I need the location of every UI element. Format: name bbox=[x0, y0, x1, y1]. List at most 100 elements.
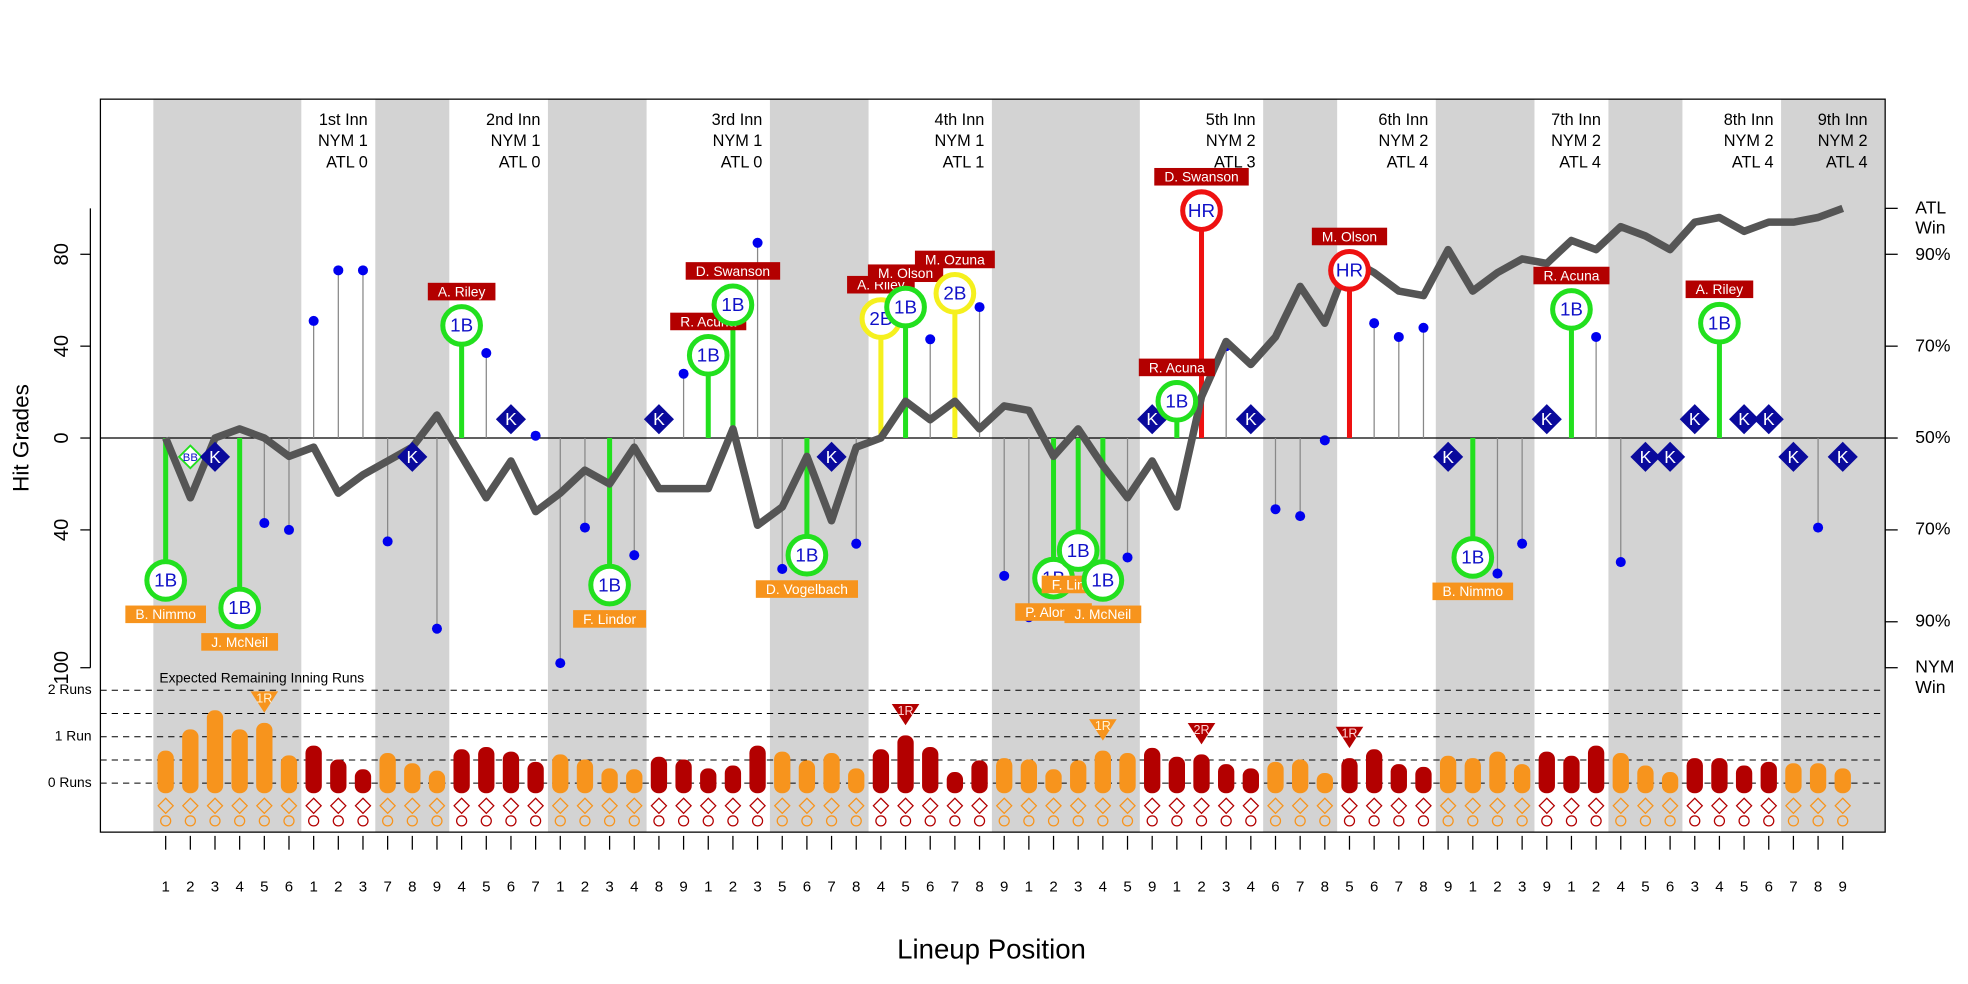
expected-runs-bar bbox=[1834, 768, 1851, 794]
x-tick-label: 2 bbox=[1197, 878, 1205, 895]
expected-runs-bar bbox=[1070, 760, 1087, 794]
inning-score: NYM 2 bbox=[1378, 132, 1428, 150]
batter-label-box bbox=[573, 610, 647, 628]
y2-tick-label-box: 50% bbox=[1915, 426, 1951, 447]
expected-runs-bar bbox=[1785, 763, 1802, 794]
expected-runs-bar bbox=[1292, 759, 1309, 794]
expected-runs-bar bbox=[527, 761, 544, 794]
base-icon bbox=[1711, 797, 1728, 815]
strikeout-diamond bbox=[1729, 404, 1760, 435]
base-icon bbox=[699, 797, 717, 815]
batter-label: D. Vogelbach bbox=[766, 582, 848, 597]
expected-runs-bar bbox=[256, 722, 273, 794]
x-tick-label: 3 bbox=[753, 878, 761, 895]
expected-runs-bar bbox=[231, 729, 248, 794]
inning-score: NYM 1 bbox=[318, 132, 368, 150]
inning-score: ATL 3 bbox=[1214, 153, 1256, 171]
grade-dot bbox=[777, 563, 788, 574]
base-icon bbox=[823, 797, 840, 815]
expected-runs-bar bbox=[1439, 755, 1457, 794]
expected-runs-bar bbox=[354, 769, 372, 794]
expected-runs-bar bbox=[1168, 756, 1186, 794]
grade-dot bbox=[1122, 552, 1133, 563]
base-icon bbox=[1809, 797, 1827, 815]
x-tick-label: 3 bbox=[605, 878, 613, 895]
base-icon bbox=[231, 797, 249, 815]
base-icon bbox=[1217, 797, 1235, 815]
x-tick-label: 3 bbox=[1074, 878, 1082, 895]
x-tick-label: 6 bbox=[1765, 878, 1773, 895]
batter-label: M. Olson bbox=[1322, 229, 1377, 244]
base-icon bbox=[1094, 797, 1112, 815]
hit-circle bbox=[1550, 288, 1593, 331]
out-icon bbox=[949, 815, 961, 827]
y2-tick-label: 50% bbox=[1915, 426, 1951, 447]
out-icon bbox=[381, 815, 394, 827]
runs-marker bbox=[891, 703, 920, 726]
batter-label-box bbox=[427, 282, 496, 301]
grade-dot bbox=[1369, 318, 1380, 329]
y-tick-label: 100 bbox=[51, 651, 73, 685]
strikeout-label: K bbox=[1442, 447, 1454, 467]
base-icon bbox=[477, 797, 495, 815]
batter-label: F. Lindor bbox=[583, 612, 636, 627]
out-icon bbox=[1393, 815, 1405, 827]
grade-dot bbox=[1270, 504, 1281, 515]
expected-runs-bar bbox=[1563, 755, 1580, 794]
base-icon bbox=[1784, 797, 1802, 815]
out-icon bbox=[1072, 815, 1084, 827]
x-tick-label: 8 bbox=[975, 878, 983, 895]
expected-runs-bar bbox=[478, 746, 495, 794]
out-icon bbox=[1467, 815, 1479, 827]
base-icon bbox=[1242, 797, 1260, 815]
grade-dot bbox=[1813, 522, 1824, 533]
out-icon bbox=[529, 815, 542, 827]
out-icon bbox=[677, 815, 690, 827]
x-tick-label: 8 bbox=[408, 878, 416, 895]
x-tick-label: 2 bbox=[581, 878, 589, 895]
y2-tick-label-box: ATL Win bbox=[1915, 197, 1946, 238]
expected-runs-bar bbox=[650, 756, 668, 794]
expected-runs-bar bbox=[626, 769, 643, 794]
x-tick-label: 4 bbox=[1099, 878, 1107, 895]
out-icon bbox=[1812, 815, 1824, 827]
strikeout-label: K bbox=[1689, 409, 1701, 429]
batter-label: B. Nimmo bbox=[135, 607, 196, 622]
x-tick-label: 4 bbox=[877, 878, 885, 895]
batter-label: J. McNeil bbox=[1074, 607, 1131, 622]
base-icon bbox=[1045, 797, 1062, 815]
x-tick-label: 9 bbox=[1444, 878, 1452, 895]
expected-runs-bar bbox=[1587, 745, 1605, 794]
batter-label: M. Olson bbox=[878, 266, 933, 281]
base-icon bbox=[403, 797, 421, 815]
x-tick-label: 8 bbox=[852, 878, 860, 895]
x-tick-label: 7 bbox=[1395, 878, 1403, 895]
base-icon bbox=[453, 797, 471, 815]
out-icon bbox=[1121, 815, 1134, 827]
inning-score: NYM 2 bbox=[1724, 132, 1774, 150]
x-tick-label: 5 bbox=[1345, 878, 1353, 895]
base-icon bbox=[206, 797, 224, 815]
grade-dot bbox=[925, 334, 936, 345]
base-icon bbox=[650, 797, 668, 815]
grade-dot bbox=[1295, 511, 1306, 522]
out-icon bbox=[924, 815, 936, 827]
expected-runs-bar bbox=[502, 751, 520, 794]
out-icon bbox=[308, 815, 320, 827]
strikeout-diamond bbox=[199, 441, 231, 472]
y2-tick-label: ATL Win bbox=[1915, 197, 1946, 238]
out-icon bbox=[825, 815, 838, 827]
grade-dot bbox=[678, 368, 689, 379]
out-icon bbox=[332, 815, 344, 827]
y2-tick-label-box: NYM Win bbox=[1915, 656, 1954, 696]
out-icon bbox=[1689, 815, 1701, 827]
strikeout-label: K bbox=[1146, 409, 1158, 429]
grade-dot bbox=[1418, 322, 1429, 333]
x-tick-label: 1 bbox=[1025, 878, 1033, 895]
out-icon bbox=[455, 815, 468, 827]
grade-dot bbox=[1615, 557, 1626, 568]
hit-label: 1B bbox=[795, 544, 818, 565]
x-tick-label: 8 bbox=[655, 878, 663, 895]
base-icon bbox=[551, 797, 569, 815]
